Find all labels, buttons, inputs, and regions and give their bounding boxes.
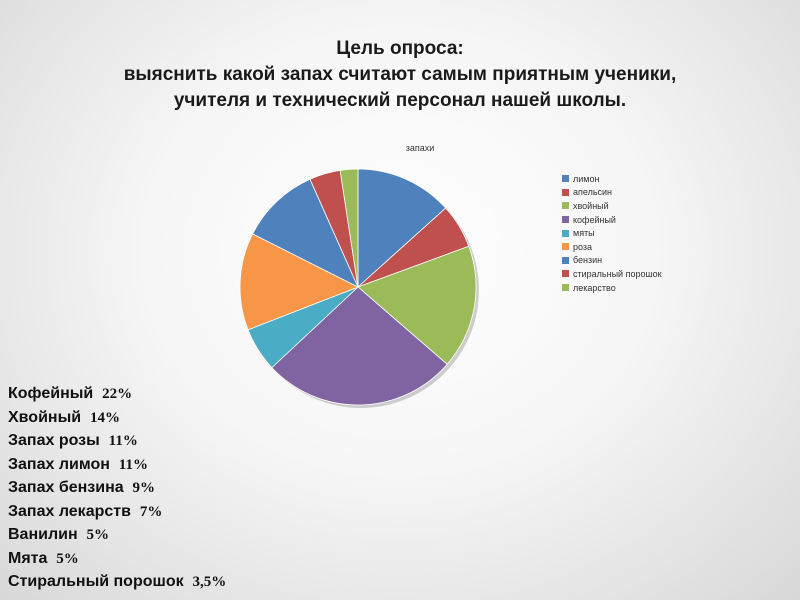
stat-label: Мята bbox=[8, 549, 57, 567]
legend-label: лекарство bbox=[573, 282, 616, 293]
stat-value: 14% bbox=[89, 409, 120, 426]
legend-swatch bbox=[562, 202, 569, 210]
legend-label: мяты bbox=[573, 228, 595, 239]
slide-title: Цель опроса: выяснить какой запах считаю… bbox=[0, 36, 800, 114]
stat-value: 5% bbox=[86, 527, 110, 543]
legend-swatch bbox=[562, 256, 569, 264]
legend-swatch bbox=[562, 175, 569, 183]
legend-item: роза bbox=[562, 240, 662, 254]
title-line-1: Цель опроса: bbox=[336, 38, 464, 59]
legend-item: кофейный bbox=[562, 213, 662, 227]
legend-item: бензин bbox=[562, 254, 662, 268]
stat-value: 22% bbox=[102, 386, 133, 402]
pie-slice-5 bbox=[239, 233, 359, 331]
pie-slice-0 bbox=[357, 168, 447, 288]
stat-row: Запах лекарств 7% bbox=[8, 500, 226, 524]
stat-label: Ванилин bbox=[8, 526, 87, 543]
stat-value: 11% bbox=[108, 433, 138, 449]
title-line-2: выяснить какой запах считают самым прият… bbox=[123, 64, 677, 85]
pie-slice-6 bbox=[252, 178, 359, 288]
stat-row: Запах лимон 11% bbox=[8, 453, 226, 477]
stat-label: Запах розы bbox=[8, 432, 109, 449]
legend-swatch bbox=[562, 216, 569, 224]
title-line-3: учителя и технический персонал нашей шко… bbox=[173, 90, 627, 111]
legend-item: стиральный порошок bbox=[562, 267, 662, 281]
legend-label: стиральный порошок bbox=[573, 268, 662, 279]
stat-value: 7% bbox=[139, 503, 163, 520]
survey-results: Кофейный 22% Хвойный 14% Запах розы 11% Зап… bbox=[8, 382, 226, 594]
chart-legend: лимон апельсин хвойный кофейный мяты роза бенз… bbox=[562, 172, 662, 294]
legend-swatch bbox=[562, 243, 569, 251]
legend-item: апельсин bbox=[562, 186, 662, 200]
stat-row: Стиральный порошок 3,5% bbox=[8, 570, 226, 594]
stat-label: Запах лимон bbox=[8, 455, 119, 473]
legend-item: лимон bbox=[562, 172, 662, 186]
stat-row: Ванилин 5% bbox=[8, 523, 226, 547]
stat-value: 3,5% bbox=[192, 574, 227, 590]
legend-swatch bbox=[562, 229, 569, 237]
stat-label: Запах бензина bbox=[8, 479, 133, 496]
stat-row: Запах розы 11% bbox=[8, 429, 226, 453]
pie-slice-2 bbox=[357, 245, 477, 365]
legend-item: мяты bbox=[562, 226, 662, 240]
legend-label: лимон bbox=[573, 173, 600, 184]
legend-item: хвойный bbox=[562, 199, 662, 213]
pie-slice-8 bbox=[339, 168, 359, 288]
stat-row: Мята 5% bbox=[8, 547, 226, 571]
pie-chart bbox=[239, 168, 479, 408]
stat-label: Хвойный bbox=[8, 408, 90, 426]
legend-label: хвойный bbox=[573, 200, 609, 211]
stat-label: Кофейный bbox=[8, 385, 103, 402]
legend-label: бензин bbox=[573, 255, 603, 266]
stat-value: 11% bbox=[118, 456, 148, 473]
stat-value: 9% bbox=[132, 480, 156, 496]
stat-row: Запах бензина 9% bbox=[8, 476, 226, 500]
legend-swatch bbox=[562, 270, 569, 278]
stat-label: Запах лекарств bbox=[8, 502, 140, 520]
legend-swatch bbox=[562, 284, 569, 292]
stat-row: Хвойный 14% bbox=[8, 406, 226, 430]
legend-item: лекарство bbox=[562, 281, 662, 295]
legend-label: роза bbox=[573, 241, 593, 252]
stat-label: Стиральный порошок bbox=[8, 573, 193, 590]
legend-label: апельсин bbox=[573, 187, 613, 198]
stat-row: Кофейный 22% bbox=[8, 382, 226, 406]
stat-value: 5% bbox=[56, 550, 79, 567]
pie-slice-3 bbox=[271, 286, 448, 406]
legend-label: кофейный bbox=[573, 214, 616, 225]
legend-swatch bbox=[562, 188, 569, 196]
chart-title: запахи bbox=[405, 143, 435, 153]
